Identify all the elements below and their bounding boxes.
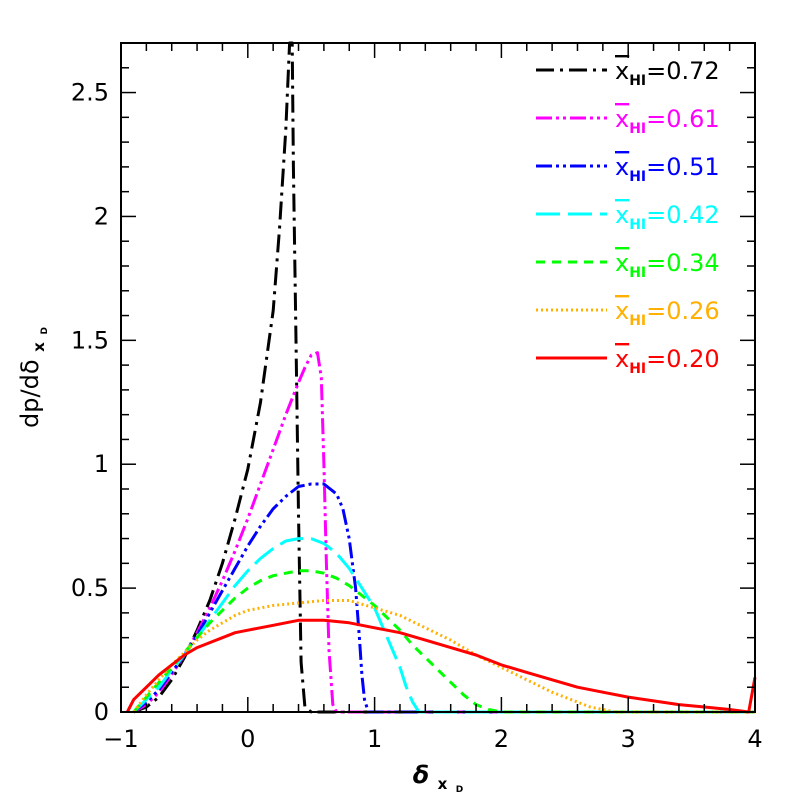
- series-line-4: [132, 569, 755, 714]
- series-line-1: [132, 351, 755, 714]
- legend-label-0: xHI=0.72: [615, 57, 720, 89]
- y-tick-label: 2.5: [71, 79, 109, 107]
- plot-frame: [120, 42, 756, 713]
- x-tick-label: 2: [494, 725, 509, 753]
- y-axis-label-subsub: D: [40, 327, 50, 334]
- legend-label-1: xHI=0.61: [615, 105, 720, 137]
- y-tick-label: 1.5: [71, 326, 109, 354]
- y-axis-label: dp/dδ x D: [16, 327, 50, 428]
- x-axis-label-subsub: D: [456, 785, 463, 795]
- y-axis-label-main: dp/dδ: [16, 359, 44, 427]
- y-tick-label: 0: [94, 698, 109, 726]
- legend-label-5: xHI=0.26: [615, 297, 720, 329]
- x-tick-label: 0: [240, 725, 255, 753]
- y-tick-label: 1: [94, 450, 109, 478]
- x-axis-label-main: δ: [413, 761, 430, 789]
- series-layer: [125, 41, 757, 714]
- ticks-layer: −1 0 1 2 3 400.511.522.5: [71, 42, 763, 753]
- x-tick-label: 4: [747, 725, 762, 753]
- y-axis-label-sub: x: [30, 342, 48, 352]
- legend: xHI=0.72 xHI=0.61 xHI=0.51 xHI=0.42 xHI=0.34…: [536, 57, 720, 377]
- x-tick-label: 1: [367, 725, 382, 753]
- y-tick-label: 0.5: [71, 574, 109, 602]
- legend-label-6: xHI=0.20: [615, 345, 720, 377]
- series-line-6: [125, 618, 757, 714]
- x-axis-label-sub: x: [438, 775, 448, 793]
- y-tick-label: 2: [94, 202, 109, 230]
- series-line-5: [132, 599, 755, 714]
- legend-label-4: xHI=0.34: [615, 249, 720, 281]
- series-line-0: [133, 41, 755, 714]
- x-tick-label: 3: [621, 725, 636, 753]
- x-tick-label: −1: [103, 725, 138, 753]
- x-axis-label: δ x D: [413, 761, 463, 795]
- legend-label-3: xHI=0.42: [615, 201, 720, 233]
- legend-label-2: xHI=0.51: [615, 153, 720, 185]
- series-line-3: [132, 537, 755, 714]
